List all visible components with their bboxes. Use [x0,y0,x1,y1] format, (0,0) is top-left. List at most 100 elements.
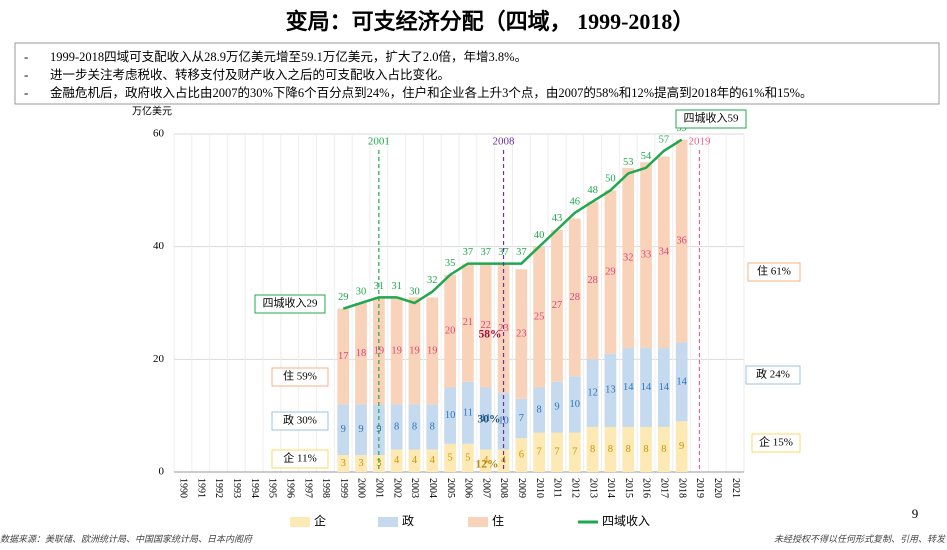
value-label: 14 [659,382,670,393]
value-label: 8 [412,421,417,432]
x-tick-label: 2011 [552,478,563,498]
line-label: 37 [498,247,509,258]
x-tick-label: 2012 [569,478,580,498]
x-tick-label: 2000 [356,478,367,498]
x-tick-label: 2018 [676,478,687,498]
line-label: 35 [445,258,456,269]
reference-label: 2008 [493,136,516,148]
value-label: 3 [376,458,381,469]
bullet-text: 金融危机后，政府收入占比由2007的30%下降6个百分点到24%，住户和企业各上… [50,85,812,100]
bar-segment [444,387,456,444]
reference-label: 2019 [688,136,711,148]
bar-segment [640,162,652,349]
bar-segment [533,432,546,472]
value-label: 7 [519,413,524,424]
x-tick-label: 1996 [284,478,295,498]
x-tick-label: 2020 [712,478,723,498]
value-label: 18 [356,348,367,359]
value-label: 25 [534,311,545,322]
callout-text: 四城收入59 [684,111,739,125]
value-label: 9 [358,424,363,435]
x-tick-label: 2008 [498,478,509,498]
value-label: 22 [480,320,491,331]
line-label: 53 [623,157,634,168]
bar-segment [568,432,581,472]
x-tick-label: 1995 [267,478,278,498]
bar-segment [622,348,635,427]
bar-segment [337,308,350,405]
bar-segment [568,218,581,377]
bar-segment [657,156,670,349]
value-label: 19 [409,345,420,356]
value-label: 14 [676,376,687,387]
value-label: 4 [430,455,436,466]
line-label: 30 [356,286,367,297]
bar-segment [551,381,563,433]
value-label: 8 [394,421,399,432]
bullet-mark: - [24,85,28,100]
line-label: 59 [676,123,687,134]
page-number: 9 [912,506,919,521]
x-tick-label: 1999 [338,478,349,498]
value-label: 32 [623,252,634,263]
line-label: 29 [338,292,349,303]
bullet-text: 进一步关注考虑税收、转移支付及财产收入之后的可支配收入占比变化。 [50,67,450,82]
bar-segment [586,201,599,360]
bar-segment [604,353,617,427]
x-tick-label: 2001 [374,478,385,498]
bullet-box [14,42,940,105]
value-label: 8 [430,421,435,432]
callout-box [271,367,329,387]
callout-text: 企 15% [759,435,793,449]
x-tick-label: 2010 [534,478,545,498]
callout-box [675,109,747,129]
x-tick-label: 1990 [178,478,189,498]
bar-segment [533,246,546,388]
y-tick-label: 20 [153,353,165,365]
x-tick-label: 2021 [730,478,741,498]
value-label: 7 [572,447,577,458]
line-label: 32 [427,275,438,286]
value-label: 6 [519,450,524,461]
x-tick-label: 2013 [587,478,598,498]
line-label: 48 [587,185,598,196]
bar-segment [462,263,474,382]
bar-segment [479,263,492,388]
callout-text: 四城收入29 [263,296,318,310]
value-label: 19 [427,345,438,356]
line-label: 54 [641,151,652,162]
value-label: 9 [679,441,684,452]
bar-segment [390,297,403,405]
bar-segment [657,348,670,427]
callout-text: 企 11% [283,451,317,465]
chart-title: 变局：可支经济分配（四域， 1999-2018） [286,9,695,34]
legend-label: 政 [402,514,414,528]
y-axis-label: 万亿美元 [132,104,172,117]
bar-segment [533,387,546,433]
legend-label: 住 [492,514,504,528]
x-tick-label: 1991 [195,478,206,498]
x-tick-label: 2015 [623,478,634,498]
bar-segment [515,398,528,439]
bar-segment [408,404,421,450]
bar-segment [675,421,688,472]
line-label: 46 [570,196,581,207]
value-label: 29 [605,266,616,277]
x-tick-label: 2017 [659,478,670,498]
bar-segment [515,438,528,472]
value-label: 17 [338,351,349,362]
legend-swatch [290,517,310,527]
value-label: 10 [498,416,509,427]
x-tick-label: 2014 [605,478,616,498]
bar-segment [355,303,367,405]
value-label: 9 [554,402,559,413]
value-label: 4 [412,455,418,466]
x-tick-label: 1993 [231,478,242,498]
bar-segment [675,342,688,422]
bar-segment [390,404,403,450]
value-label: 8 [537,404,542,415]
bar-segment [372,455,385,472]
value-label: 7 [554,447,559,458]
